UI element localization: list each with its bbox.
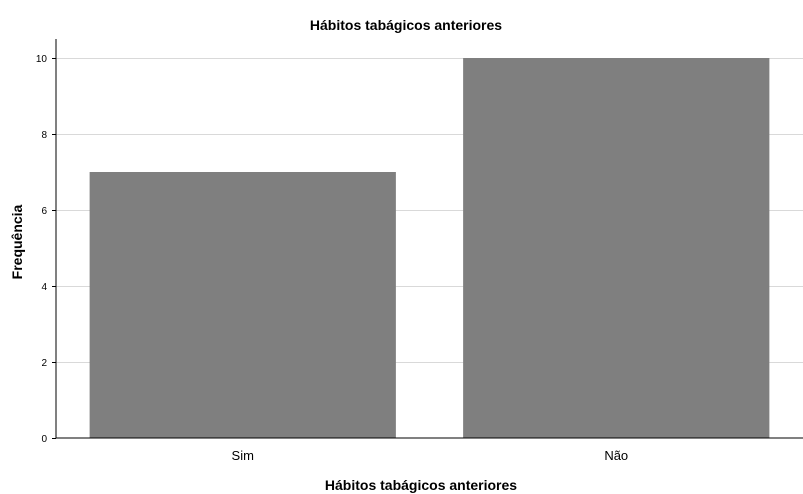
y-tick-labels: 0 2 4 6 8 10	[36, 54, 56, 445]
y-tick-label: 2	[41, 358, 47, 369]
y-tick-label: 10	[36, 54, 48, 65]
x-tick-labels: Sim Não	[232, 448, 629, 463]
x-axis-label: Hábitos tabágicos anteriores	[325, 477, 517, 493]
bar-2	[463, 58, 770, 438]
y-tick-label: 4	[41, 282, 47, 293]
y-tick-label: 0	[41, 434, 47, 445]
y-tick-label: 8	[41, 130, 47, 141]
axes	[55, 39, 803, 439]
y-tick-label: 6	[41, 206, 47, 217]
x-tick-label: Não	[604, 448, 628, 463]
x-tick-label: Sim	[232, 448, 254, 463]
bars	[89, 58, 770, 438]
bar-1	[89, 172, 396, 438]
chart-title: Hábitos tabágicos anteriores	[310, 17, 502, 33]
y-axis-label: Frequência	[9, 204, 25, 279]
